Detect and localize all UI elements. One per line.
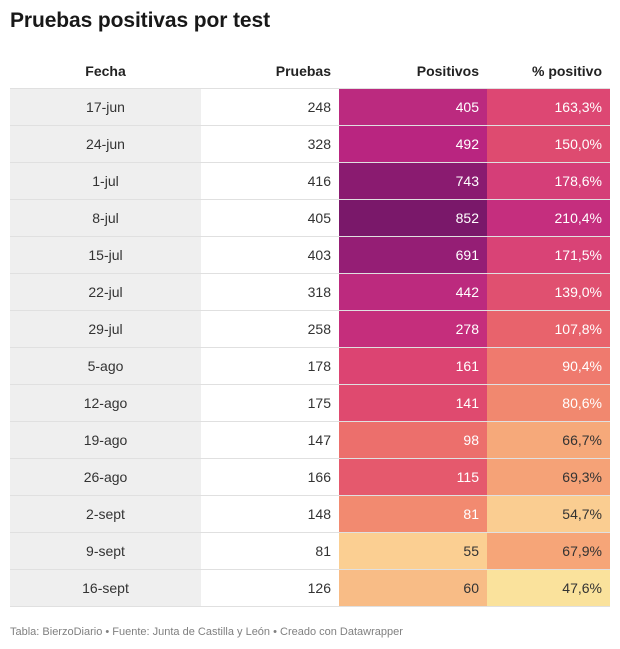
cell-pruebas: 81 [201, 532, 339, 570]
cell-pct-positivo: 107,8% [487, 310, 610, 348]
cell-pruebas: 147 [201, 421, 339, 459]
cell-pruebas: 148 [201, 495, 339, 533]
cell-positivos: 55 [339, 532, 487, 570]
table-row: 5-ago 178 161 90,4% [10, 347, 610, 385]
header-fecha[interactable]: Fecha [85, 63, 126, 79]
cell-fecha: 12-ago [10, 384, 201, 422]
cell-positivos: 115 [339, 458, 487, 496]
footer-credit: Tabla: BierzoDiario • Fuente: Junta de C… [10, 626, 403, 638]
cell-fecha: 8-jul [10, 199, 201, 237]
cell-pruebas: 258 [201, 310, 339, 348]
table-row: 24-jun 328 492 150,0% [10, 125, 610, 163]
table-row: 15-jul 403 691 171,5% [10, 236, 610, 274]
cell-pruebas: 126 [201, 569, 339, 607]
cell-fecha: 22-jul [10, 273, 201, 311]
cell-positivos: 161 [339, 347, 487, 385]
cell-positivos: 141 [339, 384, 487, 422]
table-row: 12-ago 175 141 80,6% [10, 384, 610, 422]
cell-pruebas: 416 [201, 162, 339, 200]
table-row: 8-jul 405 852 210,4% [10, 199, 610, 237]
cell-pct-positivo: 171,5% [487, 236, 610, 274]
cell-pct-positivo: 47,6% [487, 569, 610, 607]
cell-fecha: 17-jun [10, 88, 201, 126]
cell-pruebas: 405 [201, 199, 339, 237]
cell-pct-positivo: 210,4% [487, 199, 610, 237]
cell-pct-positivo: 90,4% [487, 347, 610, 385]
cell-pct-positivo: 80,6% [487, 384, 610, 422]
cell-positivos: 81 [339, 495, 487, 533]
cell-fecha: 26-ago [10, 458, 201, 496]
cell-positivos: 278 [339, 310, 487, 348]
cell-pct-positivo: 67,9% [487, 532, 610, 570]
cell-fecha: 16-sept [10, 569, 201, 607]
cell-pruebas: 166 [201, 458, 339, 496]
cell-pruebas: 403 [201, 236, 339, 274]
table-row: 22-jul 318 442 139,0% [10, 273, 610, 311]
header-pruebas[interactable]: Pruebas [275, 63, 331, 79]
cell-fecha: 9-sept [10, 532, 201, 570]
table-row: 17-jun 248 405 163,3% [10, 88, 610, 126]
cell-fecha: 1-jul [10, 162, 201, 200]
cell-pct-positivo: 54,7% [487, 495, 610, 533]
cell-pruebas: 318 [201, 273, 339, 311]
cell-pct-positivo: 163,3% [487, 88, 610, 126]
table-row: 26-ago 166 115 69,3% [10, 458, 610, 496]
cell-fecha: 2-sept [10, 495, 201, 533]
table-row: 29-jul 258 278 107,8% [10, 310, 610, 348]
cell-fecha: 19-ago [10, 421, 201, 459]
cell-fecha: 24-jun [10, 125, 201, 163]
chart-title: Pruebas positivas por test [10, 9, 270, 32]
cell-pruebas: 248 [201, 88, 339, 126]
cell-positivos: 98 [339, 421, 487, 459]
table-row: 19-ago 147 98 66,7% [10, 421, 610, 459]
cell-pct-positivo: 66,7% [487, 421, 610, 459]
cell-positivos: 743 [339, 162, 487, 200]
table-row: 1-jul 416 743 178,6% [10, 162, 610, 200]
cell-fecha: 29-jul [10, 310, 201, 348]
cell-pruebas: 328 [201, 125, 339, 163]
cell-positivos: 691 [339, 236, 487, 274]
cell-pruebas: 178 [201, 347, 339, 385]
cell-fecha: 15-jul [10, 236, 201, 274]
cell-fecha: 5-ago [10, 347, 201, 385]
table-body: 17-jun 248 405 163,3% 24-jun 328 492 150,0% 1-ju… [10, 88, 610, 607]
cell-positivos: 492 [339, 125, 487, 163]
header-pct-positivo[interactable]: % positivo [531, 63, 602, 79]
cell-pct-positivo: 139,0% [487, 273, 610, 311]
header-positivos[interactable]: Positivos [416, 63, 479, 79]
data-table: Fecha Pruebas Positivos % positivo 17-ju… [10, 54, 610, 607]
table-row: 9-sept 81 55 67,9% [10, 532, 610, 570]
cell-positivos: 405 [339, 88, 487, 126]
table-row: 2-sept 148 81 54,7% [10, 495, 610, 533]
cell-pct-positivo: 150,0% [487, 125, 610, 163]
header-row: Fecha Pruebas Positivos % positivo [10, 54, 610, 89]
cell-positivos: 852 [339, 199, 487, 237]
cell-positivos: 442 [339, 273, 487, 311]
cell-pct-positivo: 69,3% [487, 458, 610, 496]
cell-positivos: 60 [339, 569, 487, 607]
table-row: 16-sept 126 60 47,6% [10, 569, 610, 607]
cell-pct-positivo: 178,6% [487, 162, 610, 200]
cell-pruebas: 175 [201, 384, 339, 422]
